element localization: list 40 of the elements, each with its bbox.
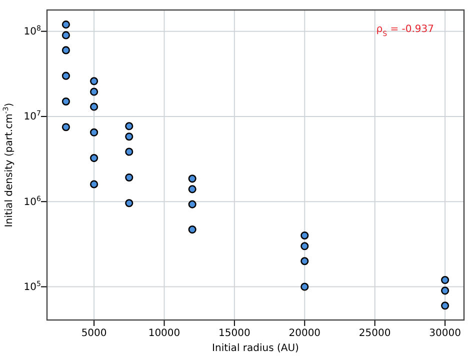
point: [62, 123, 70, 132]
point: [125, 148, 134, 156]
point: [90, 180, 98, 188]
point: [62, 97, 70, 106]
x-tick-label: 30000: [429, 328, 461, 340]
x-tick-label: 20000: [288, 328, 321, 340]
point: [300, 231, 309, 240]
point: [125, 122, 134, 130]
y-tick-label: 10$^{6}$: [24, 194, 42, 208]
point: [62, 31, 70, 40]
annotation: ρ$_{S}$ = -0.937: [376, 24, 434, 38]
point: [90, 88, 98, 96]
point: [90, 102, 98, 111]
y-tick-label: 10$^{8}$: [24, 24, 41, 38]
point: [441, 286, 450, 295]
point: [188, 226, 196, 234]
point: [188, 185, 196, 194]
point: [62, 72, 70, 80]
point: [90, 77, 98, 86]
point: [188, 174, 196, 183]
point: [441, 302, 450, 310]
point: [441, 276, 450, 284]
point: [125, 199, 134, 208]
y-tick-label: 10$^{7}$: [24, 110, 41, 123]
point: [300, 257, 309, 266]
x-axis-title: Initial radius (AU): [212, 343, 300, 354]
point: [62, 46, 70, 54]
x-tick-label: 25000: [358, 328, 391, 340]
point: [90, 154, 98, 162]
point: [90, 128, 98, 136]
point: [125, 132, 134, 141]
x-tick-label: 5000: [81, 328, 107, 340]
y-tick-label: 10$^{5}$: [24, 280, 41, 293]
x-tick-label: 15000: [218, 328, 250, 340]
point: [300, 242, 309, 250]
point: [125, 173, 134, 182]
point: [300, 282, 309, 291]
point: [188, 200, 196, 208]
point: [62, 20, 70, 29]
x-tick-label: 10000: [148, 328, 180, 340]
